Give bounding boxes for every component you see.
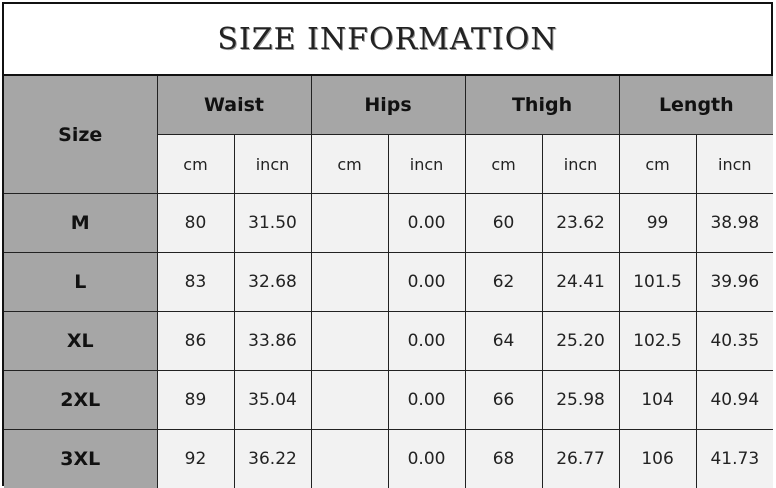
measurement-cell <box>310 429 389 488</box>
measurement-cell: 38.98 <box>695 193 774 253</box>
measurement-cell: 23.62 <box>541 193 620 253</box>
measurement-cell: 0.00 <box>387 193 466 253</box>
unit-header: cm <box>157 134 235 194</box>
unit-header: incn <box>695 134 774 194</box>
measurement-cell: 31.50 <box>233 193 312 253</box>
unit-header: incn <box>387 134 466 194</box>
measurement-cell: 68 <box>464 429 543 488</box>
size-label: L <box>4 252 158 312</box>
measurement-cell <box>310 370 389 430</box>
table-row: 3XL 92 36.22 0.00 68 26.77 106 41.73 <box>4 429 774 488</box>
group-header: Thigh <box>464 76 620 135</box>
measurement-cell: 26.77 <box>541 429 620 488</box>
measurement-cell <box>310 252 389 312</box>
measurement-cell: 102.5 <box>618 311 697 371</box>
measurement-cell: 39.96 <box>695 252 774 312</box>
unit-header: cm <box>464 134 543 194</box>
measurement-cell: 80 <box>156 193 235 253</box>
group-header: Length <box>618 76 774 135</box>
measurement-cell: 101.5 <box>618 252 697 312</box>
measurement-cell: 99 <box>618 193 697 253</box>
measurement-cell: 0.00 <box>387 370 466 430</box>
measurement-cell: 40.94 <box>695 370 774 430</box>
measurement-cell: 66 <box>464 370 543 430</box>
measurement-cell: 0.00 <box>387 311 466 371</box>
table-row: 2XL 89 35.04 0.00 66 25.98 104 40.94 <box>4 370 774 430</box>
size-header: Size <box>4 76 158 194</box>
unit-header: cm <box>310 134 389 194</box>
measurement-cell: 35.04 <box>233 370 312 430</box>
measurement-cell: 32.68 <box>233 252 312 312</box>
size-label: 2XL <box>4 370 158 430</box>
measurement-cell: 106 <box>618 429 697 488</box>
table-row: M 80 31.50 0.00 60 23.62 99 38.98 <box>4 193 774 253</box>
measurement-cell: 0.00 <box>387 252 466 312</box>
measurement-cell: 0.00 <box>387 429 466 488</box>
measurement-cell <box>310 311 389 371</box>
measurement-cell <box>310 193 389 253</box>
measurement-cell: 62 <box>464 252 543 312</box>
group-header: Waist <box>156 76 312 135</box>
measurement-cell: 25.20 <box>541 311 620 371</box>
chart-title: SIZE INFORMATION <box>4 4 771 76</box>
unit-header: cm <box>618 134 697 194</box>
measurement-cell: 24.41 <box>541 252 620 312</box>
size-label: 3XL <box>4 429 158 488</box>
measurement-cell: 41.73 <box>695 429 774 488</box>
size-label: XL <box>4 311 158 371</box>
group-header: Hips <box>310 76 466 135</box>
measurement-cell: 104 <box>618 370 697 430</box>
measurement-cell: 89 <box>156 370 235 430</box>
measurement-cell: 25.98 <box>541 370 620 430</box>
table-row: L 83 32.68 0.00 62 24.41 101.5 39.96 <box>4 252 774 312</box>
measurement-cell: 64 <box>464 311 543 371</box>
measurement-cell: 33.86 <box>233 311 312 371</box>
unit-header: incn <box>541 134 620 194</box>
measurement-cell: 86 <box>156 311 235 371</box>
measurement-cell: 92 <box>156 429 235 488</box>
size-table: Size Waist Hips Thigh Length cm incn cm inc… <box>4 76 774 488</box>
size-label: M <box>4 193 158 253</box>
measurement-cell: 36.22 <box>233 429 312 488</box>
unit-header: incn <box>233 134 312 194</box>
measurement-cell: 60 <box>464 193 543 253</box>
measurement-cell: 83 <box>156 252 235 312</box>
measurement-cell: 40.35 <box>695 311 774 371</box>
table-row: XL 86 33.86 0.00 64 25.20 102.5 40.35 <box>4 311 774 371</box>
